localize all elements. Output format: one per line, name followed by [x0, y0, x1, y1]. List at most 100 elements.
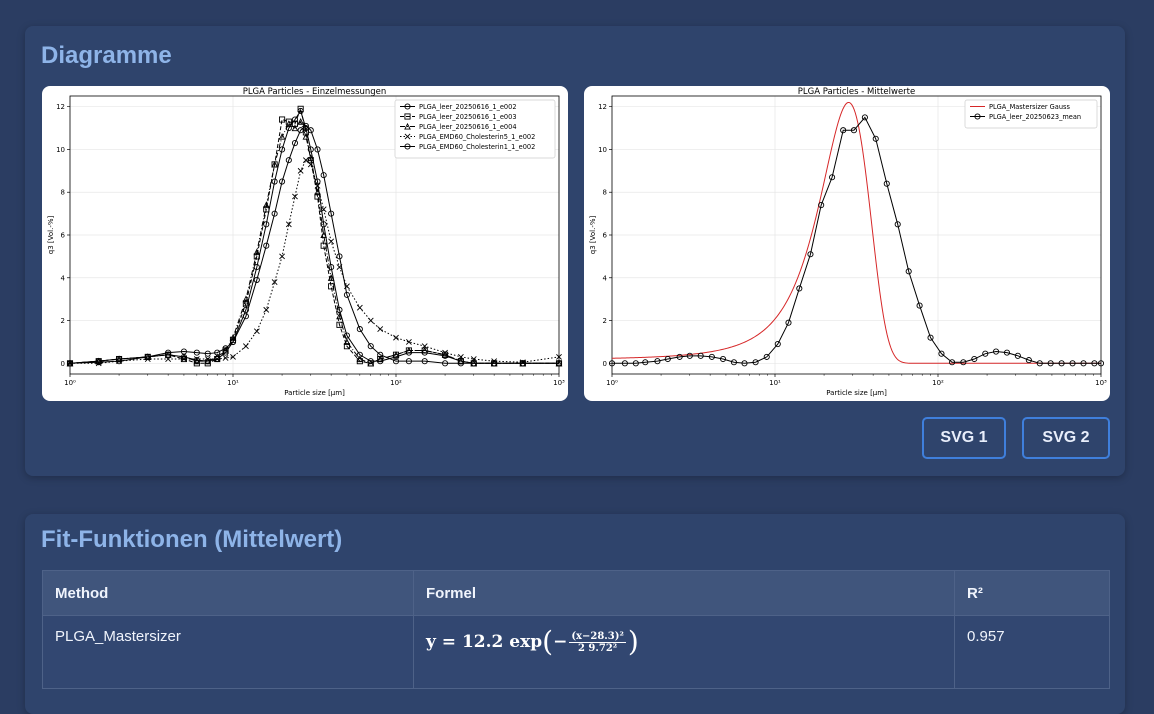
- diagrams-card: Diagramme PLGA Particles - Einzelmessung…: [25, 26, 1125, 476]
- data-point: [66, 360, 74, 367]
- data-point: [242, 313, 249, 320]
- data-point: [271, 279, 278, 285]
- data-point: [302, 122, 309, 129]
- data-point: [872, 135, 879, 142]
- series-3: [67, 157, 562, 367]
- data-point: [193, 357, 200, 364]
- data-point: [392, 358, 400, 365]
- cell-r2: 0.957: [954, 615, 1110, 689]
- data-point: [262, 201, 270, 209]
- data-point: [377, 326, 384, 333]
- y-tick-label: 4: [61, 274, 66, 282]
- formula-open-paren: (: [542, 625, 554, 658]
- column-header-method: Method: [42, 570, 414, 616]
- data-point: [442, 349, 448, 356]
- data-point: [292, 193, 298, 200]
- data-point: [367, 317, 374, 324]
- svg2-button[interactable]: SVG 2: [1022, 417, 1110, 459]
- legend: PLGA_leer_20250616_1_e002 PLGA_leer_20250…: [394, 99, 556, 159]
- data-point: [253, 328, 260, 335]
- data-point: [457, 360, 464, 367]
- legend-marker: [404, 122, 411, 130]
- data-point: [676, 353, 683, 360]
- data-point: [230, 353, 236, 360]
- data-point: [556, 353, 562, 360]
- data-point: [343, 338, 351, 345]
- data-point: [697, 352, 704, 359]
- data-point: [441, 351, 449, 358]
- legend: PLGA_Mastersizer Gauss PLGA_leer_20250623…: [964, 99, 1098, 129]
- data-point: [307, 154, 315, 162]
- data-point: [279, 146, 286, 153]
- formula-denominator: 2 9.72²: [577, 642, 618, 654]
- data-point: [916, 302, 923, 309]
- series-4: [66, 122, 563, 367]
- x-axis-label: Particle size [μm]: [826, 389, 887, 397]
- data-point: [960, 359, 967, 366]
- x-axis-label: Particle size [μm]: [284, 389, 345, 397]
- data-point: [343, 332, 350, 339]
- y-tick-label: 12: [598, 103, 607, 111]
- data-point: [95, 359, 102, 366]
- data-point: [1058, 360, 1065, 367]
- data-point: [314, 188, 321, 196]
- formula-close-paren: ): [627, 625, 639, 658]
- data-point: [519, 359, 526, 366]
- data-point: [204, 357, 212, 365]
- data-point: [328, 210, 335, 217]
- data-point: [279, 178, 286, 185]
- y-axis-label: q3 [Vol.-%]: [47, 216, 55, 255]
- legend-marker: [404, 103, 411, 110]
- data-point: [470, 356, 477, 362]
- data-point: [686, 352, 693, 359]
- legend-box: [964, 99, 1098, 129]
- data-point: [242, 300, 249, 307]
- data-point: [491, 360, 498, 367]
- data-point: [1003, 349, 1011, 356]
- data-point: [608, 360, 616, 367]
- data-point: [442, 360, 449, 367]
- legend-label: PLGA_EMD60_Cholesterin1_1_e002: [419, 143, 535, 151]
- data-point: [971, 355, 978, 363]
- fit-functions-title: Fit-Funktionen (Mittelwert): [41, 526, 343, 553]
- data-point: [291, 124, 299, 132]
- data-point: [95, 360, 102, 367]
- data-point: [165, 356, 172, 362]
- data-point: [555, 360, 563, 367]
- series-line: [612, 116, 1101, 364]
- x-tick-label: 10²: [390, 379, 402, 387]
- data-point: [982, 350, 989, 357]
- y-tick-label: 0: [61, 360, 65, 368]
- fit-table: Method Formel R² PLGA_Mastersizer y = 12…: [42, 570, 1110, 689]
- series-line: [70, 159, 560, 364]
- formula-fraction: (x−28.3)² 2 9.72²: [569, 631, 626, 654]
- data-point: [165, 349, 172, 356]
- data-point: [320, 231, 328, 239]
- data-point: [927, 334, 934, 341]
- data-point: [328, 238, 335, 245]
- legend-marker: [974, 113, 981, 120]
- legend-marker: [404, 143, 411, 150]
- legend-marker: [404, 133, 411, 140]
- data-point: [796, 285, 803, 292]
- data-point: [774, 341, 781, 348]
- svg1-button[interactable]: SVG 1: [922, 417, 1006, 459]
- data-point: [180, 348, 187, 355]
- legend-label: PLGA_leer_20250616_1_e004: [419, 123, 517, 131]
- legend-label: PLGA_leer_20250623_mean: [989, 113, 1081, 121]
- y-tick-label: 10: [598, 146, 607, 154]
- data-point: [807, 251, 814, 258]
- data-point: [1036, 360, 1043, 367]
- data-point: [343, 291, 350, 298]
- data-point: [263, 206, 270, 213]
- data-point: [356, 355, 364, 363]
- diagrams-title: Diagramme: [41, 42, 172, 69]
- data-point: [285, 118, 292, 125]
- data-point: [343, 343, 350, 350]
- data-point: [291, 116, 299, 123]
- data-point: [642, 359, 649, 366]
- data-point: [1025, 357, 1032, 364]
- data-point: [818, 202, 825, 209]
- y-tick-label: 2: [603, 317, 607, 325]
- x-tick-label: 10¹: [227, 379, 239, 387]
